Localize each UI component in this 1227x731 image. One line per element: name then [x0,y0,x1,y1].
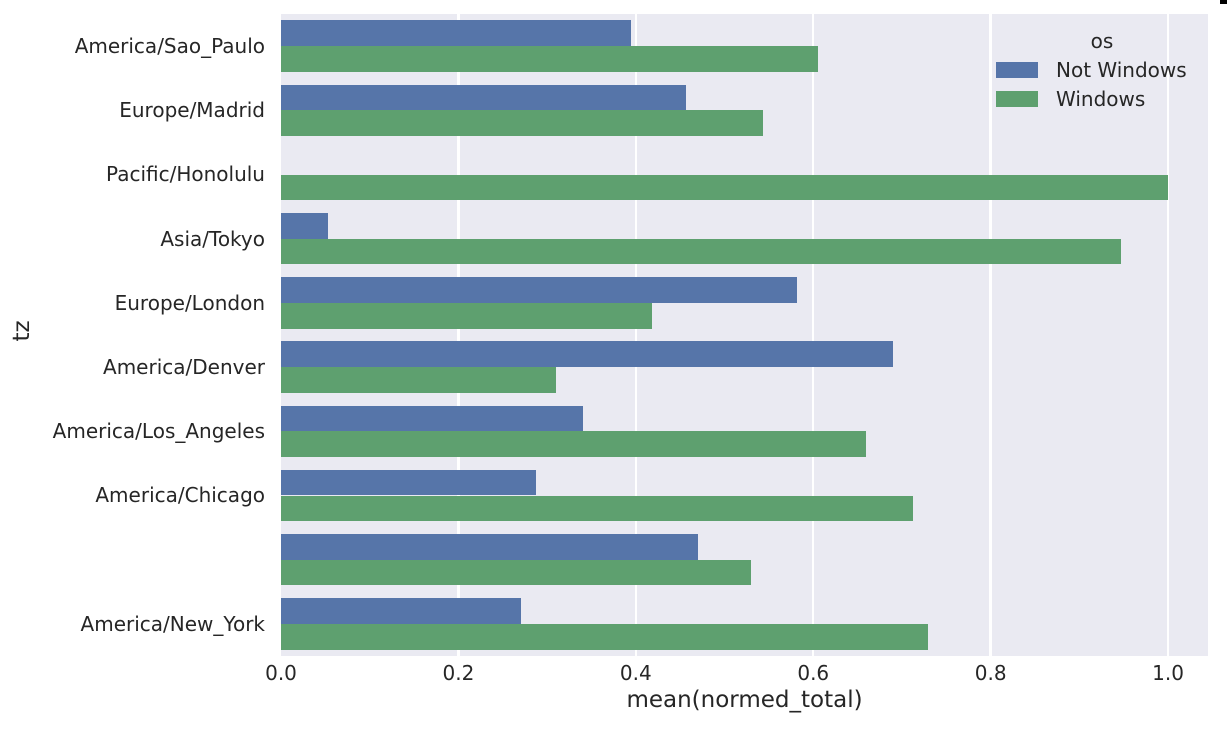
y-tick-label-america-new-york: America/New_York [80,611,265,636]
bar-asia-tokyo-not-windows [281,213,329,239]
bar-america-los-angeles-windows [281,431,867,457]
legend-label-windows: Windows [1056,87,1146,111]
gridline-x-0.8 [989,14,992,656]
y-tick-label-europe-madrid: Europe/Madrid [119,98,265,123]
bar-pacific-honolulu-windows [281,174,1169,201]
bar-europe-london-windows [281,302,652,329]
y-tick-label-america-denver: America/Denver [103,355,265,380]
bar-europe-madrid-not-windows [281,84,687,111]
bar-america-new-york-not-windows [281,598,522,624]
x-tick-label-0.8: 0.8 [974,661,1007,685]
bar-america-los-angeles-not-windows [281,405,583,432]
screenshot-corner-artifact [1220,0,1227,4]
x-tick-label-0.2: 0.2 [442,661,475,685]
gridline-x-0.2 [457,14,460,656]
y-tick-label-asia-tokyo: Asia/Tokyo [160,226,265,251]
bar-asia-tokyo-windows [281,238,1122,265]
y-tick-label-america-sao-paulo: America/Sao_Paulo [74,34,265,59]
bar-europe-london-not-windows [281,277,798,303]
bar-unknown-tz-not-windows [281,534,698,560]
x-tick-label-1.0: 1.0 [1152,661,1184,685]
x-axis-label: mean(normed_total) [626,687,863,713]
bar-unknown-tz-windows [281,559,752,586]
legend-swatch-not-windows-icon [996,62,1038,78]
gridline-x-0.4 [634,14,638,656]
bar-america-chicago-not-windows [281,469,537,496]
bar-america-new-york-windows [281,623,928,650]
x-tick-label-0.6: 0.6 [797,661,830,685]
bar-europe-madrid-windows [281,110,763,136]
y-tick-label-america-chicago: America/Chicago [95,483,265,508]
bar-america-sao-paulo-not-windows [281,20,632,47]
x-tick-label-0.4: 0.4 [619,661,652,685]
legend-label-not-windows: Not Windows [1056,58,1187,82]
plot-area [281,14,1208,656]
legend-item-windows: Windows [996,87,1208,111]
gridline-x-1.0 [1166,14,1170,656]
y-tick-label-blank [0,528,265,592]
bar-america-denver-not-windows [281,341,894,368]
gridline-x-0.6 [811,14,815,656]
y-tick-label-europe-london: Europe/London [114,290,265,315]
legend-swatch-windows-icon [996,91,1038,107]
legend-item-not-windows: Not Windows [996,58,1208,82]
y-tick-label-pacific-honolulu: Pacific/Honolulu [106,162,265,187]
y-axis-label: tz [9,320,35,342]
legend: os Not Windows Windows [996,29,1208,118]
bar-america-denver-windows [281,367,556,393]
x-tick-label-0.0: 0.0 [265,661,297,685]
y-tick-label-america-los-angeles: America/Los_Angeles [52,419,265,444]
bar-america-sao-paulo-windows [281,46,818,72]
legend-title: os [1090,29,1114,53]
bar-america-chicago-windows [281,495,913,522]
